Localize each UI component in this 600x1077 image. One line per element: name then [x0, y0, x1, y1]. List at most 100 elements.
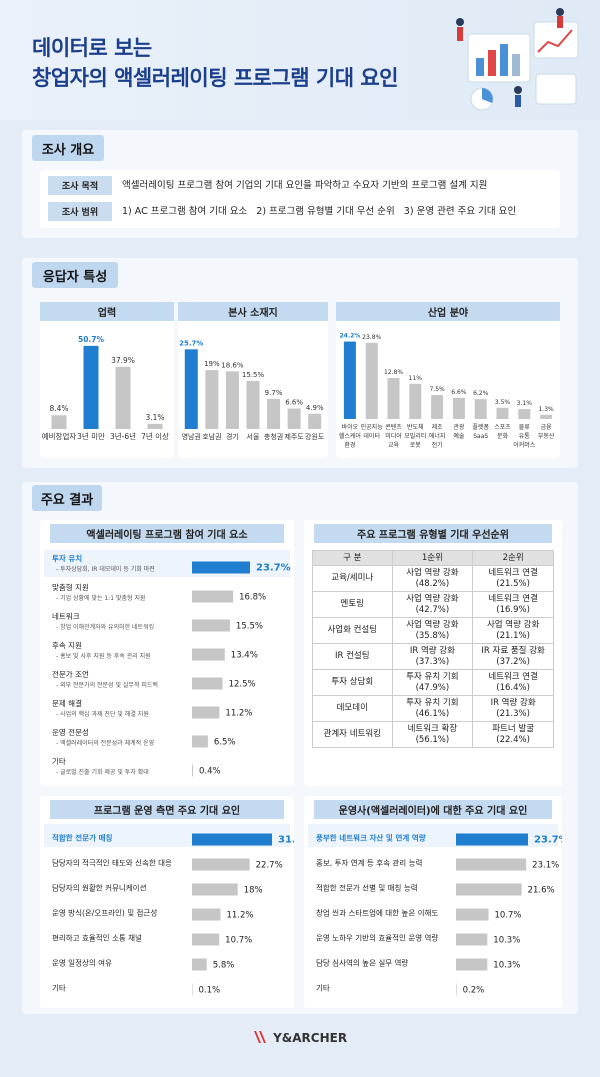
factors-category-label: 운영 전문성	[52, 727, 89, 737]
operation-title: 프로그램 운영 측면 주요 기대 요인	[50, 800, 284, 819]
factors-sub-label: - 글로벌 진출 기회 제공 및 투자 확대	[56, 768, 149, 776]
factors-value-label: 15.5%	[236, 622, 263, 632]
industry-category-label: 플랫폼 SaaS	[472, 423, 489, 440]
title-line-2: 창업자의 액셀러레이팅 프로그램 기대 요인	[32, 66, 399, 90]
industry-category-label: 제조 에너지 전기	[429, 423, 446, 449]
operation-bar	[192, 883, 238, 896]
factors-category-label: 투자 유치	[52, 553, 82, 563]
industry-category-label: 콘텐츠 미디어 교육	[385, 423, 402, 449]
industry-bar	[387, 378, 400, 419]
career-category-label: 3년 미만	[77, 431, 105, 441]
factors-value-label: 13.4%	[231, 651, 258, 661]
operation-value-label: 10.7%	[225, 936, 252, 946]
factors-category-label: 문제 해결	[52, 698, 82, 708]
table-row: 사업화 컨설팅 사업 역량 강화 (35.8%) 사업 역량 강화 (21.1%)	[312, 617, 554, 644]
table-cell: 멘토링	[312, 591, 393, 618]
operator-category-label: 운영 노하우 기반의 효율적인 운영 역량	[316, 933, 438, 943]
factors-sub-label: - 투자상담회, IR 데모데이 등 기회 마련	[56, 565, 155, 573]
table-cell: 사업 역량 강화 (48.2%)	[391, 565, 474, 592]
industry-value-label: 1.3%	[538, 406, 554, 413]
brand-name: Y&ARCHER	[273, 1031, 348, 1045]
table-row: 교육/세미나 사업 역량 강화 (48.2%) 네트워크 연결 (21.5%)	[312, 565, 554, 592]
factors-value-label: 0.4%	[199, 767, 221, 777]
table-cell: IR 자료 품질 강화 (37.2%)	[472, 643, 554, 670]
industry-value-label: 6.2%	[473, 390, 489, 397]
industry-value-label: 23.8%	[362, 334, 381, 341]
hq-bar	[267, 398, 281, 429]
table-cell: 파트너 발굴 (22.4%)	[472, 721, 554, 748]
operation-value-label: 22.7%	[256, 861, 283, 871]
table-cell: 네트워크 연결 (21.5%)	[472, 565, 554, 592]
factors-value-label: 23.7%	[256, 563, 291, 574]
survey-panel: 조사 개요 조사 목적 액셀러레이팅 프로그램 참여 기업의 기대 요인을 파악…	[22, 130, 578, 238]
industry-card: 산업 분야 24.2% 바이오 헬스케어 환경 23.8% 인공지능 데이터 12.8% 콘텐츠…	[336, 302, 560, 458]
survey-scope-text: 1) AC 프로그램 참여 기대 요소 2) 프로그램 유형별 기대 우선 순위…	[122, 206, 517, 217]
factors-bar	[192, 619, 230, 632]
industry-value-label: 3.1%	[517, 400, 533, 407]
industry-value-label: 3.5%	[495, 399, 511, 406]
hq-value-label: 9.7%	[265, 389, 283, 397]
industry-bar	[474, 399, 487, 419]
operator-bar	[456, 833, 528, 846]
factors-value-label: 6.5%	[214, 738, 236, 748]
operation-value-label: 0.1%	[199, 986, 221, 996]
factors-value-label: 11.2%	[225, 709, 252, 719]
operator-value-label: 10.7%	[495, 911, 522, 921]
operator-bar	[456, 858, 527, 871]
hq-value-label: 15.5%	[242, 371, 265, 379]
table-row: 멘토링 사업 역량 강화 (42.7%) 네트워크 연결 (16.9%)	[312, 591, 554, 618]
hq-card: 본사 소재지 25.7% 영남권 19% 호남권 18.6% 경기 15.5% 서울 9.7% 충…	[178, 302, 328, 458]
table-row: 투자 상담회 투자 유치 기회 (47.9%) 네트워크 연결 (16.4%)	[312, 669, 554, 696]
operation-value-label: 31.5%	[278, 835, 294, 846]
hq-bar	[184, 349, 198, 429]
career-value-label: 50.7%	[78, 335, 105, 344]
title-line-1: 데이터로 보는	[32, 36, 152, 60]
operation-bar	[192, 908, 221, 921]
table-header-cell: 2순위	[472, 550, 554, 566]
factors-bar	[192, 590, 234, 603]
operator-bar	[456, 908, 489, 921]
operator-value-label: 0.2%	[463, 986, 485, 996]
operation-category-label: 운영 일정상의 여유	[52, 958, 112, 968]
hq-value-label: 25.7%	[179, 339, 203, 347]
priority-card: 주요 프로그램 유형별 기대 우선순위 구 분 1순위 2순위 교육/세미나 사업 역량…	[304, 520, 562, 786]
operation-bar	[192, 983, 193, 996]
industry-category-label: 물류 유통 이커머스	[513, 424, 536, 449]
operation-value-label: 11.2%	[226, 911, 253, 921]
industry-bar	[518, 409, 531, 419]
hq-category-label: 충청권	[264, 432, 283, 441]
table-header-cell: 1순위	[391, 550, 474, 566]
factors-category-label: 후속 지원	[52, 641, 82, 650]
industry-category-label: 금융 부동산	[538, 424, 555, 440]
table-cell: IR 컨설팅	[312, 643, 393, 670]
operation-category-label: 적합한 전문가 매칭	[52, 833, 113, 843]
factors-sub-label: - 홍보 및 사후 지원 등 후속 관리 지원	[56, 652, 151, 660]
table-cell: IR 역량 강화 (21.3%)	[472, 695, 554, 722]
factors-bar	[192, 764, 193, 777]
industry-bar	[365, 342, 378, 419]
table-header-row: 구 분 1순위 2순위	[312, 550, 554, 566]
hq-category-label: 호남권	[202, 432, 221, 441]
table-cell: 교육/세미나	[312, 565, 393, 592]
operator-value-label: 10.3%	[493, 936, 520, 946]
hq-bar	[308, 413, 322, 429]
career-chart: 8.4% 예비창업자 50.7% 3년 미만 37.9% 3년-6년 3.1% 7년 이상	[42, 335, 169, 441]
industry-chart: 24.2% 바이오 헬스케어 환경 23.8% 인공지능 데이터 12.8% 콘텐츠 미디어 교육 1…	[339, 333, 555, 449]
operation-category-label: 운영 방식(온/오프라인) 및 접근성	[52, 908, 157, 918]
operation-category-label: 담당자의 원활한 커뮤니케이션	[52, 883, 147, 893]
operator-category-label: 담당 심사역의 높은 실무 역량	[316, 958, 408, 968]
operation-bar	[192, 858, 250, 871]
operator-bar	[456, 958, 488, 971]
table-cell: 데모데이	[312, 695, 393, 722]
operation-value-label: 5.8%	[213, 961, 235, 971]
hq-value-label: 6.6%	[285, 399, 303, 407]
career-bar	[115, 366, 131, 429]
survey-purpose-label: 조사 목적	[48, 176, 112, 195]
table-cell: IR 역량 강화 (37.3%)	[391, 643, 474, 670]
factors-category-label: 맞춤형 지원	[52, 582, 89, 592]
industry-bar	[409, 383, 422, 419]
operation-bar	[192, 833, 272, 846]
operator-value-label: 23.1%	[532, 861, 559, 871]
table-row: IR 컨설팅 IR 역량 강화 (37.3%) IR 자료 품질 강화 (37.2%…	[312, 643, 554, 670]
industry-bar	[540, 414, 553, 419]
